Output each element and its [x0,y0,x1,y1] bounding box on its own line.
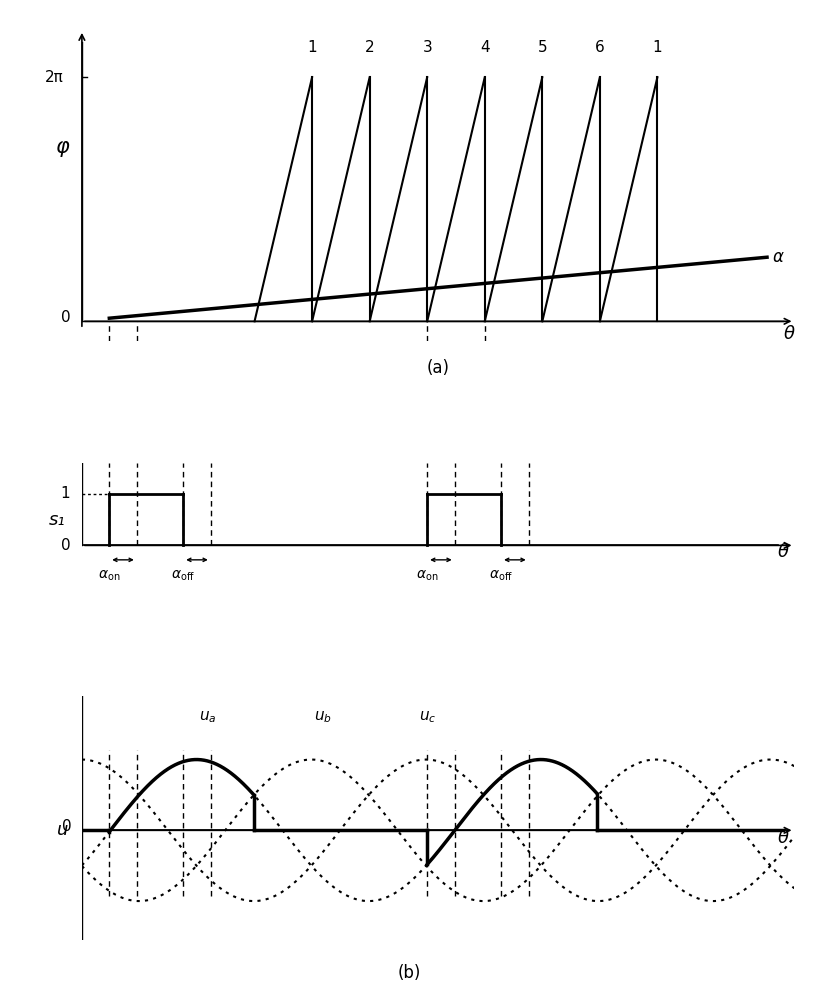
Text: θ: θ [778,543,789,561]
Text: φ: φ [56,137,70,157]
Text: $\alpha_{\mathrm{on}}$: $\alpha_{\mathrm{on}}$ [416,569,438,583]
Text: 6: 6 [595,40,604,55]
Text: 2π: 2π [45,70,64,85]
Text: 0: 0 [61,819,71,834]
Text: 4: 4 [480,40,490,55]
Text: 5: 5 [537,40,547,55]
Text: θ: θ [778,829,789,847]
Text: $u_c$: $u_c$ [419,710,436,725]
Text: $u_b$: $u_b$ [314,710,332,725]
Text: 0: 0 [61,538,70,553]
Text: $\alpha_{\mathrm{off}}$: $\alpha_{\mathrm{off}}$ [171,569,196,583]
Text: α: α [772,248,784,266]
Text: θ: θ [784,325,794,343]
Text: $u_a$: $u_a$ [199,710,217,725]
Text: s₁: s₁ [49,511,66,529]
Text: u: u [57,821,69,839]
Text: 1: 1 [61,486,70,501]
Text: 0: 0 [61,310,70,325]
Text: 3: 3 [423,40,432,55]
Text: 1: 1 [653,40,663,55]
Text: 2: 2 [364,40,374,55]
Text: (a): (a) [427,359,450,377]
Text: $\alpha_{\mathrm{off}}$: $\alpha_{\mathrm{off}}$ [489,569,514,583]
Text: (b): (b) [398,964,421,982]
Text: 1: 1 [307,40,317,55]
Text: $\alpha_{\mathrm{on}}$: $\alpha_{\mathrm{on}}$ [98,569,120,583]
